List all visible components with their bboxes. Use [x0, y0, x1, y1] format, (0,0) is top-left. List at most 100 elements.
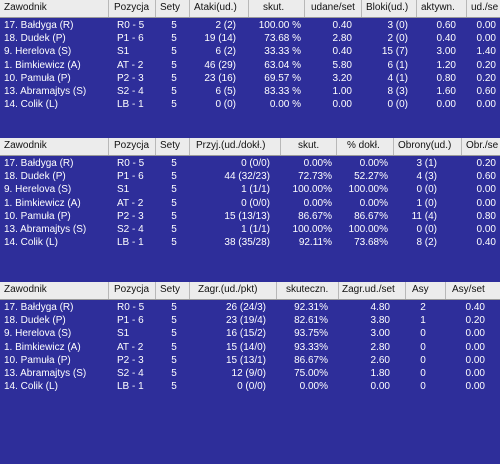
aces: 0	[420, 381, 426, 393]
player-name: 1. Bimkiewicz (A)	[4, 197, 81, 209]
efficiency: 92.11%	[298, 237, 332, 249]
table-row[interactable]: 17. Bałdyga (R) R0 - 5 5 0 (0/0) 0.00% 0…	[0, 157, 500, 170]
efficiency: 0.00%	[303, 158, 332, 169]
accuracy: 52.27%	[354, 171, 388, 183]
table-row[interactable]: 14. Colik (L) LB - 1 5 0 (0) 0.00 % 0.00…	[0, 98, 500, 111]
activity: 0.40	[436, 33, 456, 45]
table-header: Zawodnik Pozycja Sety Zagr.(ud./pkt) sku…	[0, 282, 500, 300]
aces-per-set: 0.40	[465, 302, 485, 313]
player-name: 10. Pamuła (P)	[4, 72, 71, 84]
table-row[interactable]: 10. Pamuła (P) P2 - 3 5 15 (13/13) 86.67…	[0, 210, 500, 223]
position: S1	[117, 184, 130, 196]
col-header-won-per-set[interactable]: udane/set	[311, 2, 355, 13]
col-header-digs-per-set[interactable]: Obr./se	[466, 140, 499, 151]
blocks-per-set: 1.40	[476, 46, 496, 58]
efficiency: 100.00%	[292, 223, 332, 235]
serves-per-set: 3.80	[370, 315, 390, 327]
blocks: 8 (3)	[387, 85, 408, 97]
col-header-accuracy[interactable]: % dokł.	[347, 140, 380, 151]
serves-per-set: 0.00	[370, 381, 390, 393]
sets: 5	[171, 381, 177, 393]
sets: 5	[171, 59, 177, 71]
col-header-aces[interactable]: Asy	[412, 284, 429, 295]
table-row[interactable]: 1. Bimkiewicz (A) AT - 2 5 15 (14/0) 93.…	[0, 341, 500, 354]
efficiency: 83.33 %	[264, 85, 301, 97]
aces: 0	[420, 354, 426, 366]
digs: 11 (4)	[411, 210, 437, 222]
col-header-position[interactable]: Pozycja	[114, 284, 150, 295]
sets: 5	[171, 223, 177, 235]
col-header-position[interactable]: Pozycja	[114, 2, 150, 13]
table-row[interactable]: 18. Dudek (P) P1 - 6 5 44 (32/23) 72.73%…	[0, 170, 500, 183]
table-row[interactable]: 13. Abramajtys (S) S2 - 4 5 6 (5) 83.33 …	[0, 85, 500, 98]
table-row[interactable]: 13. Abramajtys (S) S2 - 4 5 12 (9/0) 75.…	[0, 367, 500, 380]
player-name: 1. Bimkiewicz (A)	[4, 341, 81, 353]
blocks: 15 (7)	[381, 46, 408, 58]
table-row[interactable]: 14. Colik (L) LB - 1 5 0 (0/0) 0.00% 0.0…	[0, 380, 500, 393]
table-row[interactable]: 9. Herelova (S) S1 5 16 (15/2) 93.75% 3.…	[0, 327, 500, 340]
col-header-efficiency[interactable]: skut.	[298, 140, 320, 151]
table-row[interactable]: 18. Dudek (P) P1 - 6 5 19 (14) 73.68 % 2…	[0, 32, 500, 45]
col-header-activity[interactable]: aktywn.	[421, 2, 455, 13]
digs-per-set: 0.80	[476, 210, 496, 222]
col-header-player[interactable]: Zawodnik	[4, 284, 47, 295]
sets: 5	[171, 171, 177, 183]
position: LB - 1	[117, 99, 144, 111]
serves-per-set: 3.00	[370, 328, 390, 340]
table-row[interactable]: 9. Herelova (S) S1 5 6 (2) 33.33 % 0.40 …	[0, 45, 500, 58]
sets: 5	[171, 315, 177, 327]
aces: 2	[420, 302, 426, 313]
won-per-set: 2.80	[332, 33, 352, 45]
col-header-blocks-per-set[interactable]: ud./se	[471, 2, 499, 13]
table-row[interactable]: 14. Colik (L) LB - 1 5 38 (35/28) 92.11%…	[0, 236, 500, 249]
efficiency: 33.33 %	[264, 46, 301, 58]
attack-block-table: Zawodnik Pozycja Sety Ataki(ud.) skut. u…	[0, 0, 500, 111]
serve-efficiency: 0.00%	[299, 381, 328, 393]
aces: 0	[420, 328, 426, 340]
digs: 8 (2)	[416, 237, 437, 249]
efficiency: 0.00%	[303, 197, 332, 209]
col-header-aces-per-set[interactable]: Asy/set	[452, 284, 485, 295]
accuracy: 100.00%	[348, 223, 388, 235]
aces: 0	[420, 367, 426, 379]
col-header-blocks[interactable]: Bloki(ud.)	[366, 2, 409, 13]
activity: 3.00	[436, 46, 456, 58]
col-header-reception[interactable]: Przyj.(ud./dokł.)	[196, 140, 266, 151]
accuracy: 0.00%	[359, 197, 388, 209]
col-header-sets[interactable]: Sety	[160, 284, 181, 295]
col-header-sets[interactable]: Sety	[160, 2, 181, 13]
col-header-efficiency[interactable]: skut.	[263, 2, 285, 13]
table-row[interactable]: 10. Pamuła (P) P2 - 3 5 15 (13/1) 86.67%…	[0, 354, 500, 367]
col-header-position[interactable]: Pozycja	[114, 140, 150, 151]
player-name: 14. Colik (L)	[4, 237, 58, 249]
col-header-digs[interactable]: Obrony(ud.)	[398, 140, 452, 151]
col-header-player[interactable]: Zawodnik	[4, 2, 47, 13]
sets: 5	[171, 46, 177, 58]
position: R0 - 5	[117, 20, 145, 31]
col-header-sets[interactable]: Sety	[160, 140, 181, 151]
col-header-attacks[interactable]: Ataki(ud.)	[194, 2, 237, 13]
table-row[interactable]: 13. Abramajtys (S) S2 - 4 5 1 (1/1) 100.…	[0, 223, 500, 236]
position: S2 - 4	[117, 367, 144, 379]
col-header-serves[interactable]: Zagr.(ud./pkt)	[198, 284, 258, 295]
col-header-serves-per-set[interactable]: Zagr.ud./set	[342, 284, 395, 295]
accuracy: 0.00%	[359, 158, 388, 169]
table-row[interactable]: 1. Bimkiewicz (A) AT - 2 5 0 (0/0) 0.00%…	[0, 197, 500, 210]
position: S2 - 4	[117, 223, 144, 235]
digs-per-set: 0.20	[476, 158, 496, 169]
attacks: 46 (29)	[204, 59, 236, 71]
won-per-set: 0.00	[332, 99, 352, 111]
col-header-player[interactable]: Zawodnik	[4, 140, 47, 151]
table-row[interactable]: 17. Bałdyga (R) R0 - 5 5 2 (2) 100.00 % …	[0, 19, 500, 32]
efficiency: 100.00 %	[258, 20, 301, 31]
reception: 0 (0/0)	[241, 197, 270, 209]
table-row[interactable]: 18. Dudek (P) P1 - 6 5 23 (19/4) 82.61% …	[0, 314, 500, 327]
table-row[interactable]: 10. Pamuła (P) P2 - 3 5 23 (16) 69.57 % …	[0, 72, 500, 85]
table-row[interactable]: 9. Herelova (S) S1 5 1 (1/1) 100.00% 100…	[0, 183, 500, 196]
accuracy: 73.68%	[354, 237, 388, 249]
table-row[interactable]: 17. Bałdyga (R) R0 - 5 5 26 (24/3) 92.31…	[0, 301, 500, 314]
blocks-per-set: 0.20	[476, 72, 496, 84]
col-header-serve-efficiency[interactable]: skuteczn.	[286, 284, 329, 295]
digs-per-set: 0.00	[476, 223, 496, 235]
table-row[interactable]: 1. Bimkiewicz (A) AT - 2 5 46 (29) 63.04…	[0, 59, 500, 72]
